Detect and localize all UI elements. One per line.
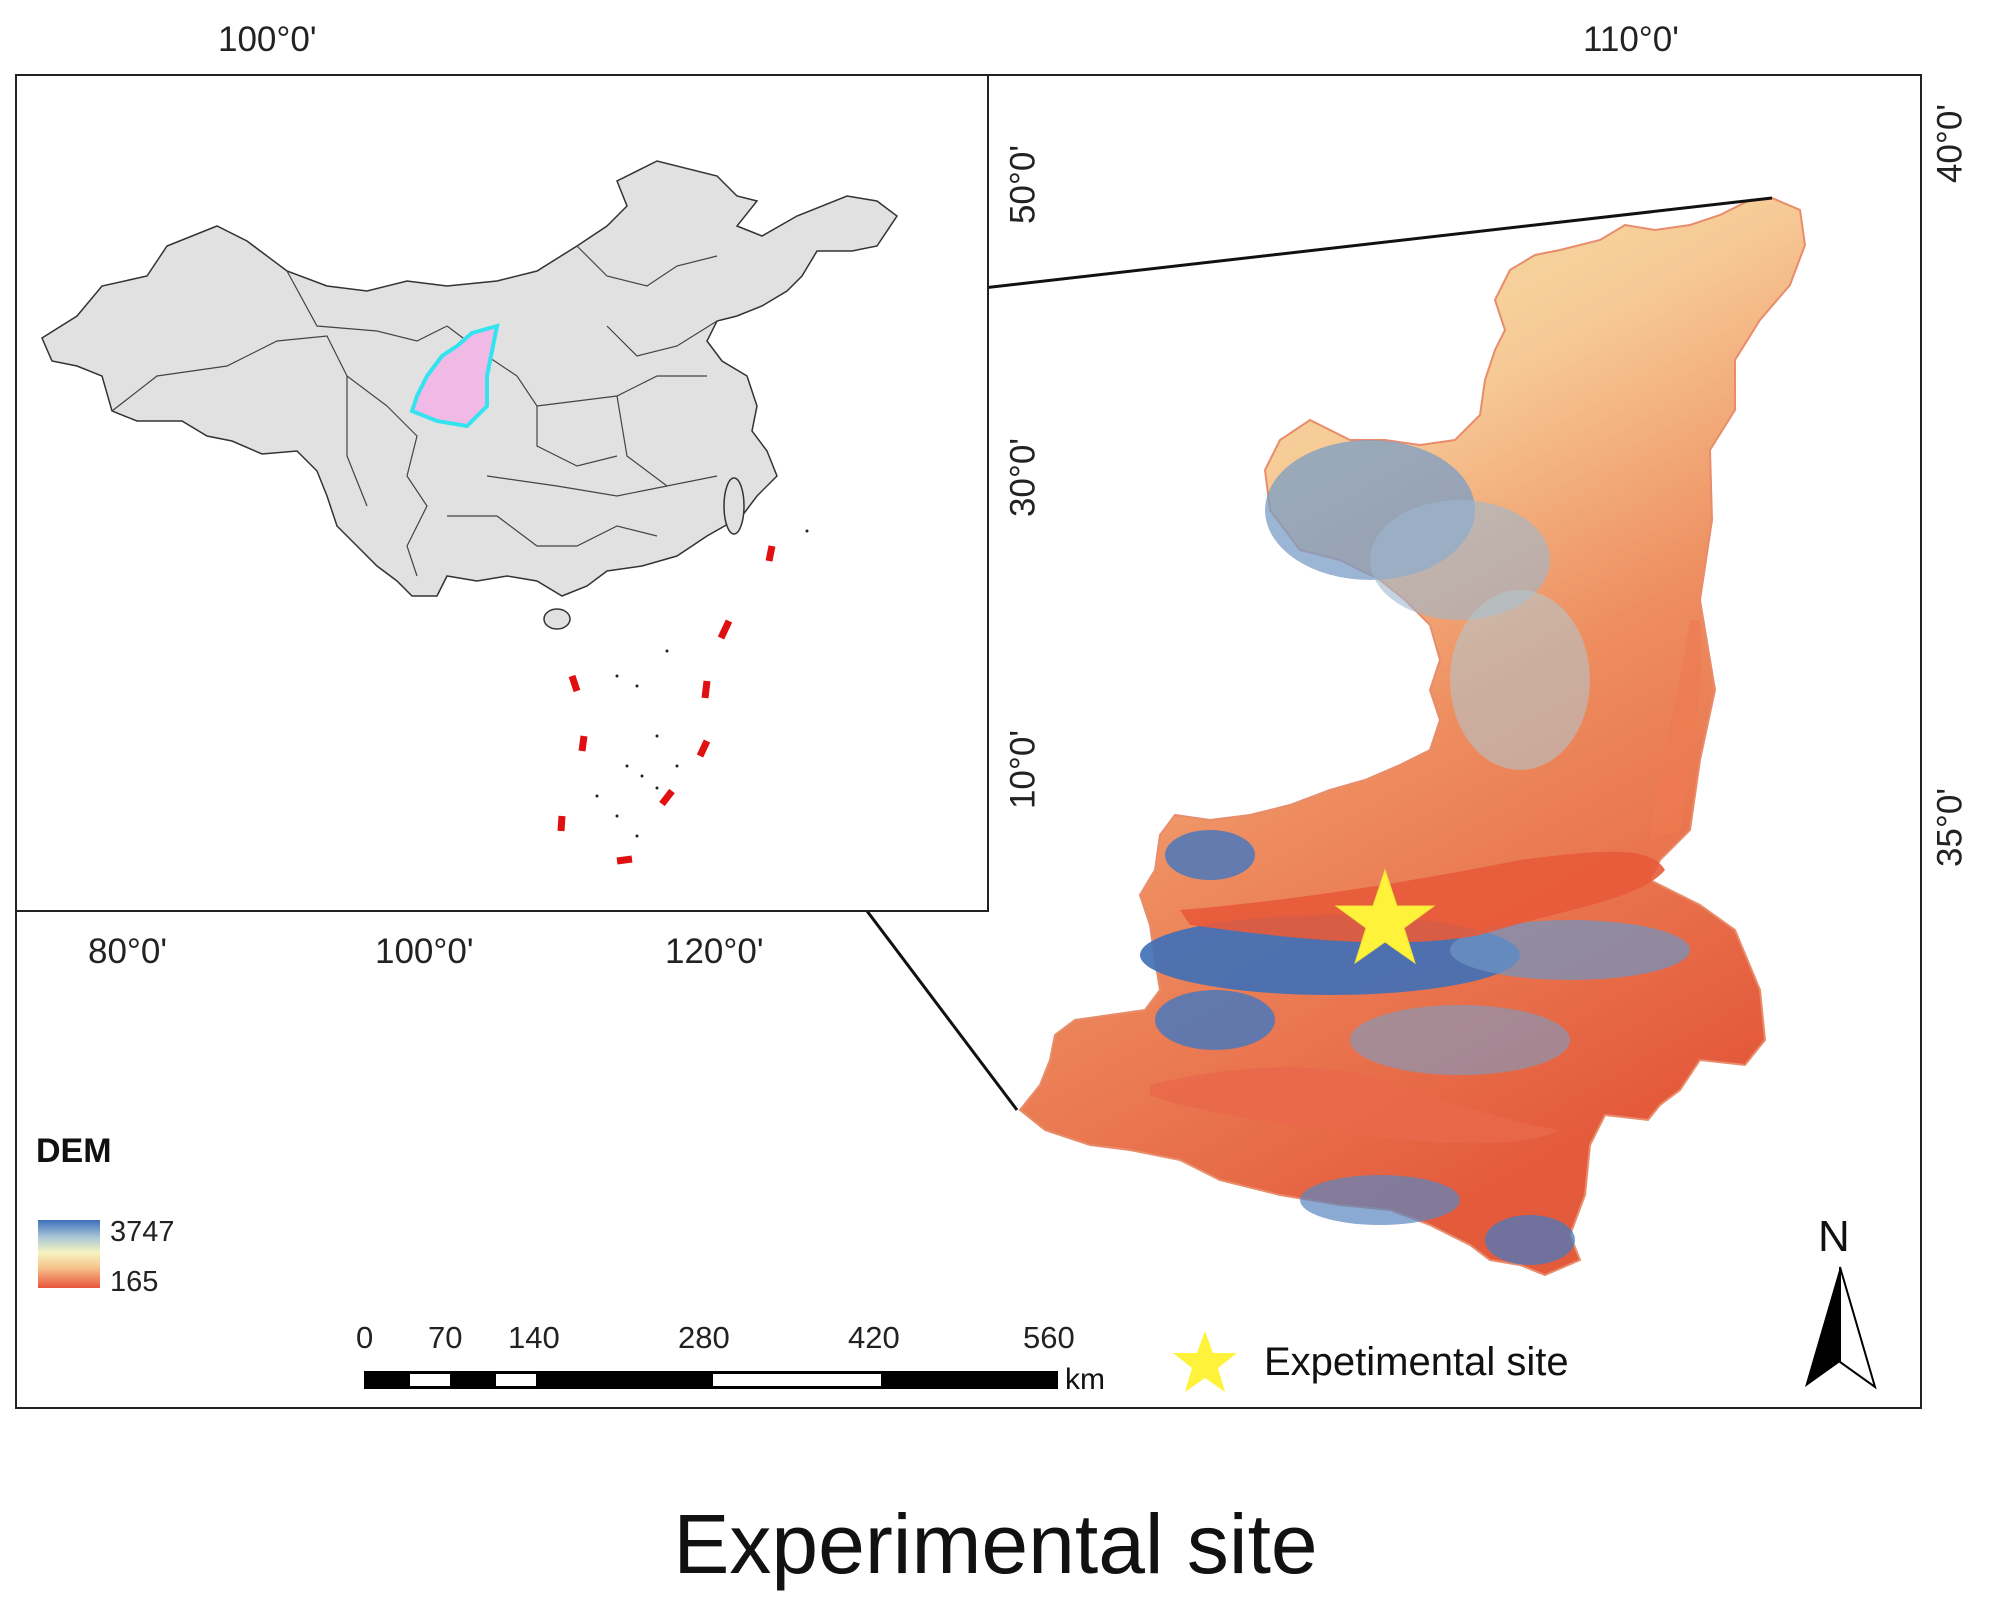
figure-caption: Experimental site [673,1497,1318,1591]
nine-dash-line [557,545,776,865]
scale-tick: 0 [356,1320,374,1355]
experimental-site-star [1334,868,1436,965]
legend-title: DEM [36,1132,112,1170]
scale-tick: 420 [848,1320,900,1355]
north-arrow-icon [1805,1266,1877,1390]
shaanxi-dem-map [1018,196,1807,1277]
north-letter: N [1818,1212,1850,1261]
site-legend-label: Expetimental site [1264,1340,1569,1384]
scale-tick: 70 [428,1320,463,1355]
legend-high-value: 3747 [110,1216,175,1248]
scale-tick: 280 [678,1320,730,1355]
inset-lon-label: 120°0' [665,932,764,971]
shaanxi-highlight [409,323,500,429]
inset-lon-label: 100°0' [375,932,474,971]
legend-low-value: 165 [110,1266,159,1298]
scale-tick: 140 [508,1320,560,1355]
main-lon-label: 110°0' [1583,20,1679,59]
star-icon [1173,1331,1237,1392]
inset-china-map [41,160,899,865]
scale-unit: km [1065,1363,1105,1396]
inset-lon-label: 80°0' [88,932,168,971]
inset-map-frame [15,74,989,912]
scale-tick: 560 [1023,1320,1075,1355]
legend-color-ramp [38,1220,100,1288]
main-lon-label: 100°0' [218,20,317,59]
